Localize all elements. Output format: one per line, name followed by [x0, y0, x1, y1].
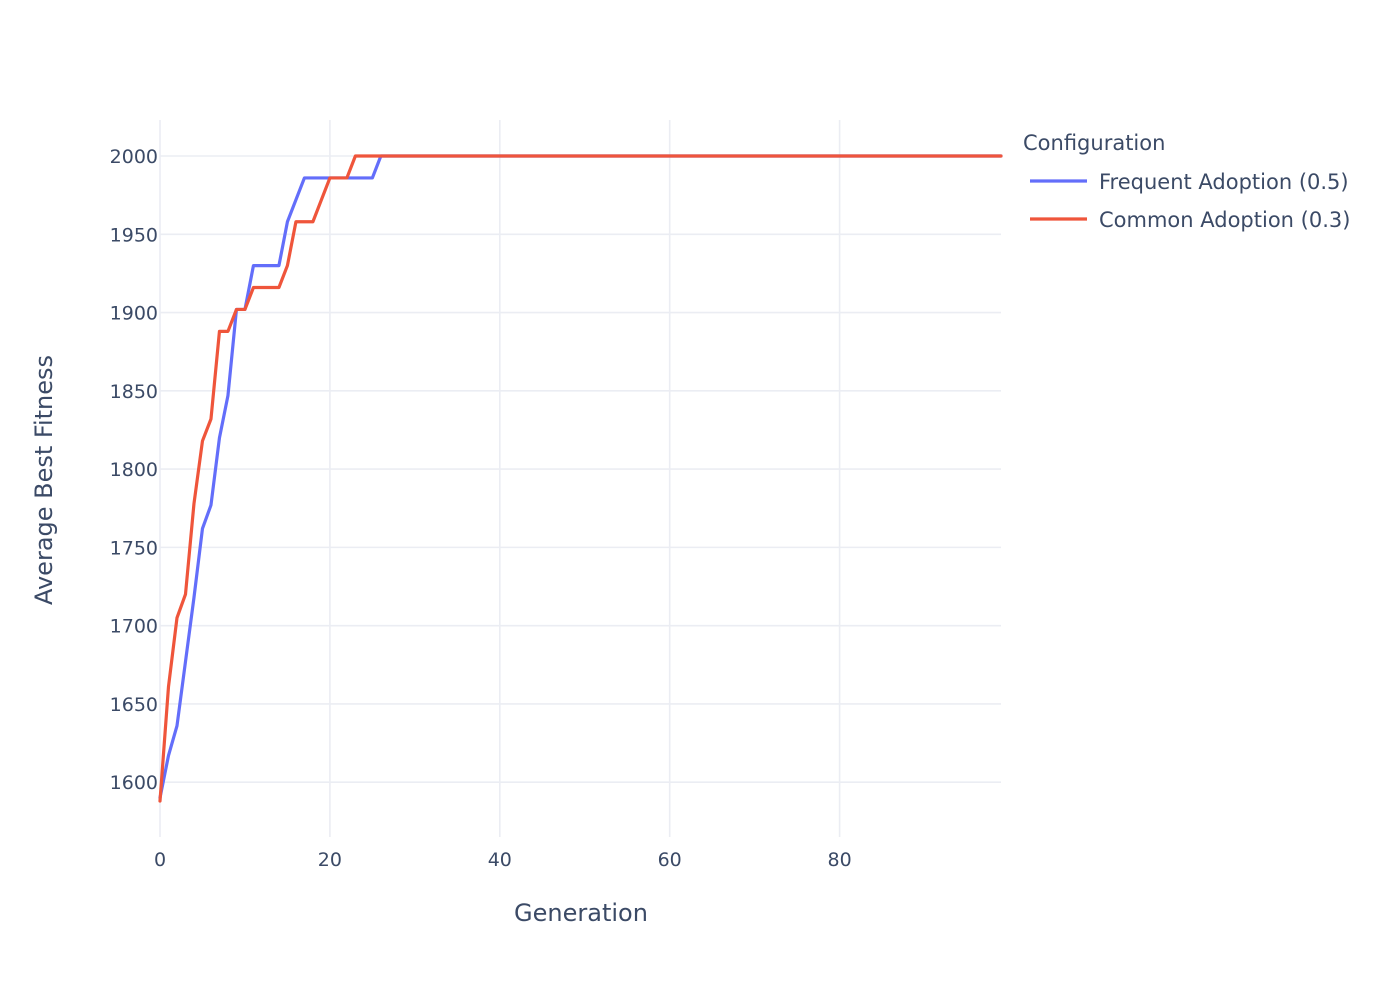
legend-item[interactable]: Frequent Adoption (0.5) [1030, 170, 1349, 194]
legend[interactable]: Configuration Frequent Adoption (0.5) Com… [1023, 131, 1350, 232]
legend-label: Common Adoption (0.3) [1099, 208, 1350, 232]
plot-area [158, 154, 1003, 803]
series-line-1[interactable] [158, 154, 1003, 800]
y-axis-title: Average Best Fitness [30, 355, 58, 605]
tick-labels: 1600 1650 1700 1750 1800 1850 1900 1950 2000 0 20 4… [110, 146, 852, 871]
x-tick-label: 20 [318, 849, 342, 871]
y-tick-label: 1650 [110, 694, 158, 716]
x-axis-title: Generation [514, 899, 648, 927]
y-tick-label: 1900 [110, 303, 158, 325]
x-tick-label: 40 [488, 849, 512, 871]
x-tick-label: 80 [828, 849, 852, 871]
y-tick-label: 1950 [110, 224, 158, 246]
legend-items: Frequent Adoption (0.5) Common Adoption (… [1030, 170, 1350, 232]
legend-item[interactable]: Common Adoption (0.3) [1030, 208, 1350, 232]
legend-title: Configuration [1023, 131, 1165, 155]
y-tick-label: 2000 [110, 146, 158, 168]
y-tick-label: 1850 [110, 381, 158, 403]
y-tick-label: 1600 [110, 772, 158, 794]
series-line-2[interactable] [158, 154, 1003, 803]
x-tick-label: 0 [154, 849, 166, 871]
grid [160, 120, 1001, 837]
y-tick-label: 1800 [110, 459, 158, 481]
x-tick-label: 60 [658, 849, 682, 871]
legend-label: Frequent Adoption (0.5) [1099, 170, 1349, 194]
y-tick-label: 1700 [110, 616, 158, 638]
y-tick-label: 1750 [110, 537, 158, 559]
